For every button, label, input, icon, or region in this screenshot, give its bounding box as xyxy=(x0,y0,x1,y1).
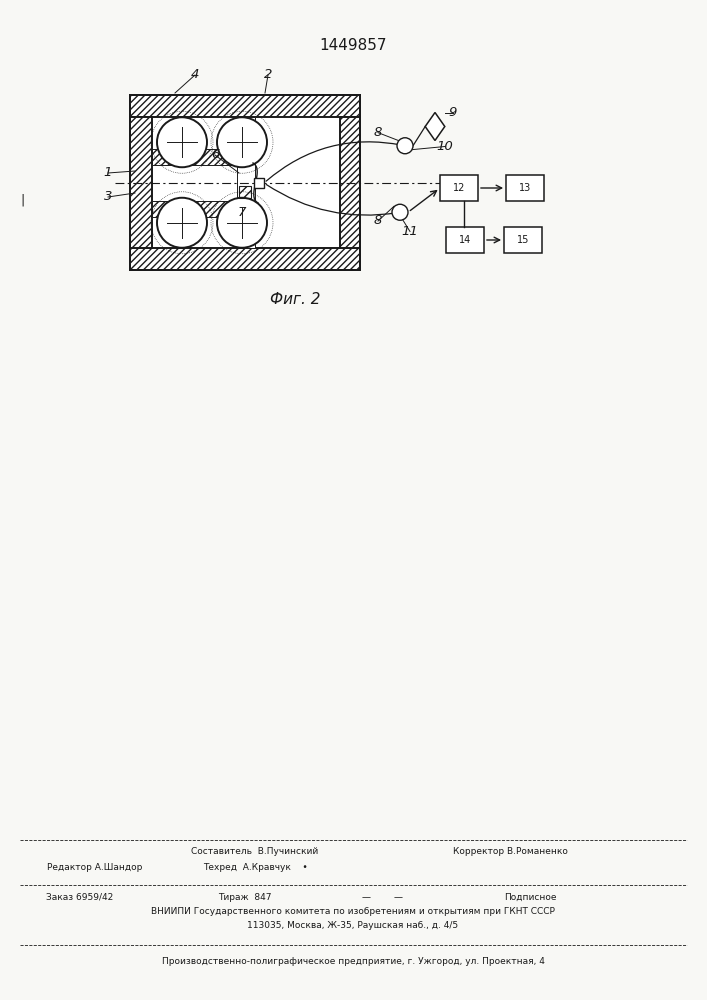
Bar xyxy=(237,117,255,248)
Text: 15: 15 xyxy=(517,235,529,245)
Text: 14: 14 xyxy=(459,235,471,245)
Text: 9: 9 xyxy=(449,106,457,119)
Text: 6: 6 xyxy=(211,148,219,161)
Text: 4: 4 xyxy=(191,68,199,82)
Text: —        —: — — xyxy=(363,892,404,902)
Text: 12: 12 xyxy=(452,183,465,193)
Bar xyxy=(340,117,360,248)
Text: Подписное: Подписное xyxy=(504,892,556,902)
Circle shape xyxy=(397,138,413,154)
Text: 7: 7 xyxy=(238,207,246,220)
Bar xyxy=(152,149,237,165)
Bar xyxy=(254,178,264,188)
Bar xyxy=(504,227,542,253)
Bar xyxy=(506,175,544,201)
Text: Заказ 6959/42: Заказ 6959/42 xyxy=(47,892,114,902)
Text: 1449857: 1449857 xyxy=(320,37,387,52)
Text: 8: 8 xyxy=(374,215,382,228)
Text: Фиг. 2: Фиг. 2 xyxy=(270,292,320,308)
Text: 10: 10 xyxy=(437,140,453,153)
Bar xyxy=(130,117,152,248)
Text: 13: 13 xyxy=(519,183,531,193)
Circle shape xyxy=(157,117,207,167)
Text: 2: 2 xyxy=(264,68,272,82)
Bar xyxy=(130,248,360,270)
Text: 1: 1 xyxy=(104,166,112,180)
Text: 113035, Москва, Ж-35, Раушская наб., д. 4/5: 113035, Москва, Ж-35, Раушская наб., д. … xyxy=(247,922,459,930)
Text: Тираж  847: Тираж 847 xyxy=(218,892,271,902)
Text: Производственно-полиграфическое предприятие, г. Ужгород, ул. Проектная, 4: Производственно-полиграфическое предприя… xyxy=(162,958,544,966)
Bar xyxy=(152,117,340,248)
Text: 3: 3 xyxy=(104,190,112,204)
Polygon shape xyxy=(425,112,445,140)
Bar xyxy=(239,186,251,198)
Text: 11: 11 xyxy=(402,225,419,238)
Bar xyxy=(130,165,360,201)
Bar xyxy=(446,227,484,253)
Text: ВНИИПИ Государственного комитета по изобретениям и открытиям при ГКНТ СССР: ВНИИПИ Государственного комитета по изоб… xyxy=(151,908,555,916)
Text: 8: 8 xyxy=(374,126,382,139)
Text: |: | xyxy=(20,194,24,207)
Bar xyxy=(130,95,360,117)
Text: Техред  А.Кравчук    •: Техред А.Кравчук • xyxy=(203,862,308,871)
Text: Составитель  В.Пучинский: Составитель В.Пучинский xyxy=(192,848,319,856)
Bar xyxy=(440,175,478,201)
Bar xyxy=(152,201,237,217)
Circle shape xyxy=(217,117,267,167)
Circle shape xyxy=(392,204,408,220)
Circle shape xyxy=(157,198,207,248)
Text: Редактор А.Шандор: Редактор А.Шандор xyxy=(47,862,143,871)
Text: Корректор В.Романенко: Корректор В.Романенко xyxy=(452,848,568,856)
Bar xyxy=(130,95,360,270)
Circle shape xyxy=(217,198,267,248)
